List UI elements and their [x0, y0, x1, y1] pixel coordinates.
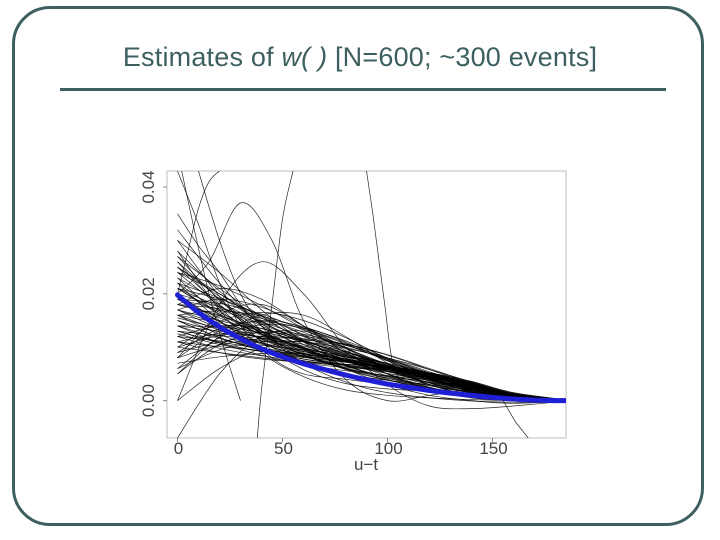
mean-line-layer	[175, 292, 566, 404]
estimate-line-est-68	[177, 293, 566, 401]
estimate-line-est-73	[177, 256, 566, 401]
estimate-line-est-78	[177, 325, 566, 401]
estimate-line-outlier-6	[502, 400, 529, 438]
title-prefix: Estimates of	[122, 42, 282, 72]
estimate-line-est-79	[177, 272, 566, 401]
estimate-line-outlier-3	[198, 171, 304, 359]
x-tick-label-0: 0	[174, 439, 183, 458]
title-italic: w( )	[281, 42, 328, 72]
x-tick-label-100: 100	[374, 439, 402, 458]
title-divider	[60, 88, 666, 91]
estimate-line-est-66	[177, 266, 566, 401]
axes: 0 50 100 150 0.00 0.02 0.04	[139, 170, 508, 458]
estimate-line-outlier-2	[181, 171, 241, 401]
slide-title: Estimates of w( ) [N=600; ~300 events]	[0, 42, 720, 73]
y-tick-label-0.00: 0.00	[139, 384, 158, 417]
y-tick-label-0.02: 0.02	[139, 277, 158, 310]
estimate-line-outlier-4	[256, 171, 294, 438]
estimate-line-outlier-1	[177, 171, 220, 294]
estimate-line-outlier-5	[366, 171, 409, 380]
mean-estimate-line	[175, 292, 566, 404]
estimate-line-est-51	[177, 320, 566, 401]
title-suffix: [N=600; ~300 events]	[327, 42, 598, 72]
x-axis-label: u−t	[354, 455, 378, 474]
x-tick-label-50: 50	[274, 439, 293, 458]
x-tick-label-150: 150	[479, 439, 507, 458]
y-tick-label-0.04: 0.04	[139, 170, 158, 203]
